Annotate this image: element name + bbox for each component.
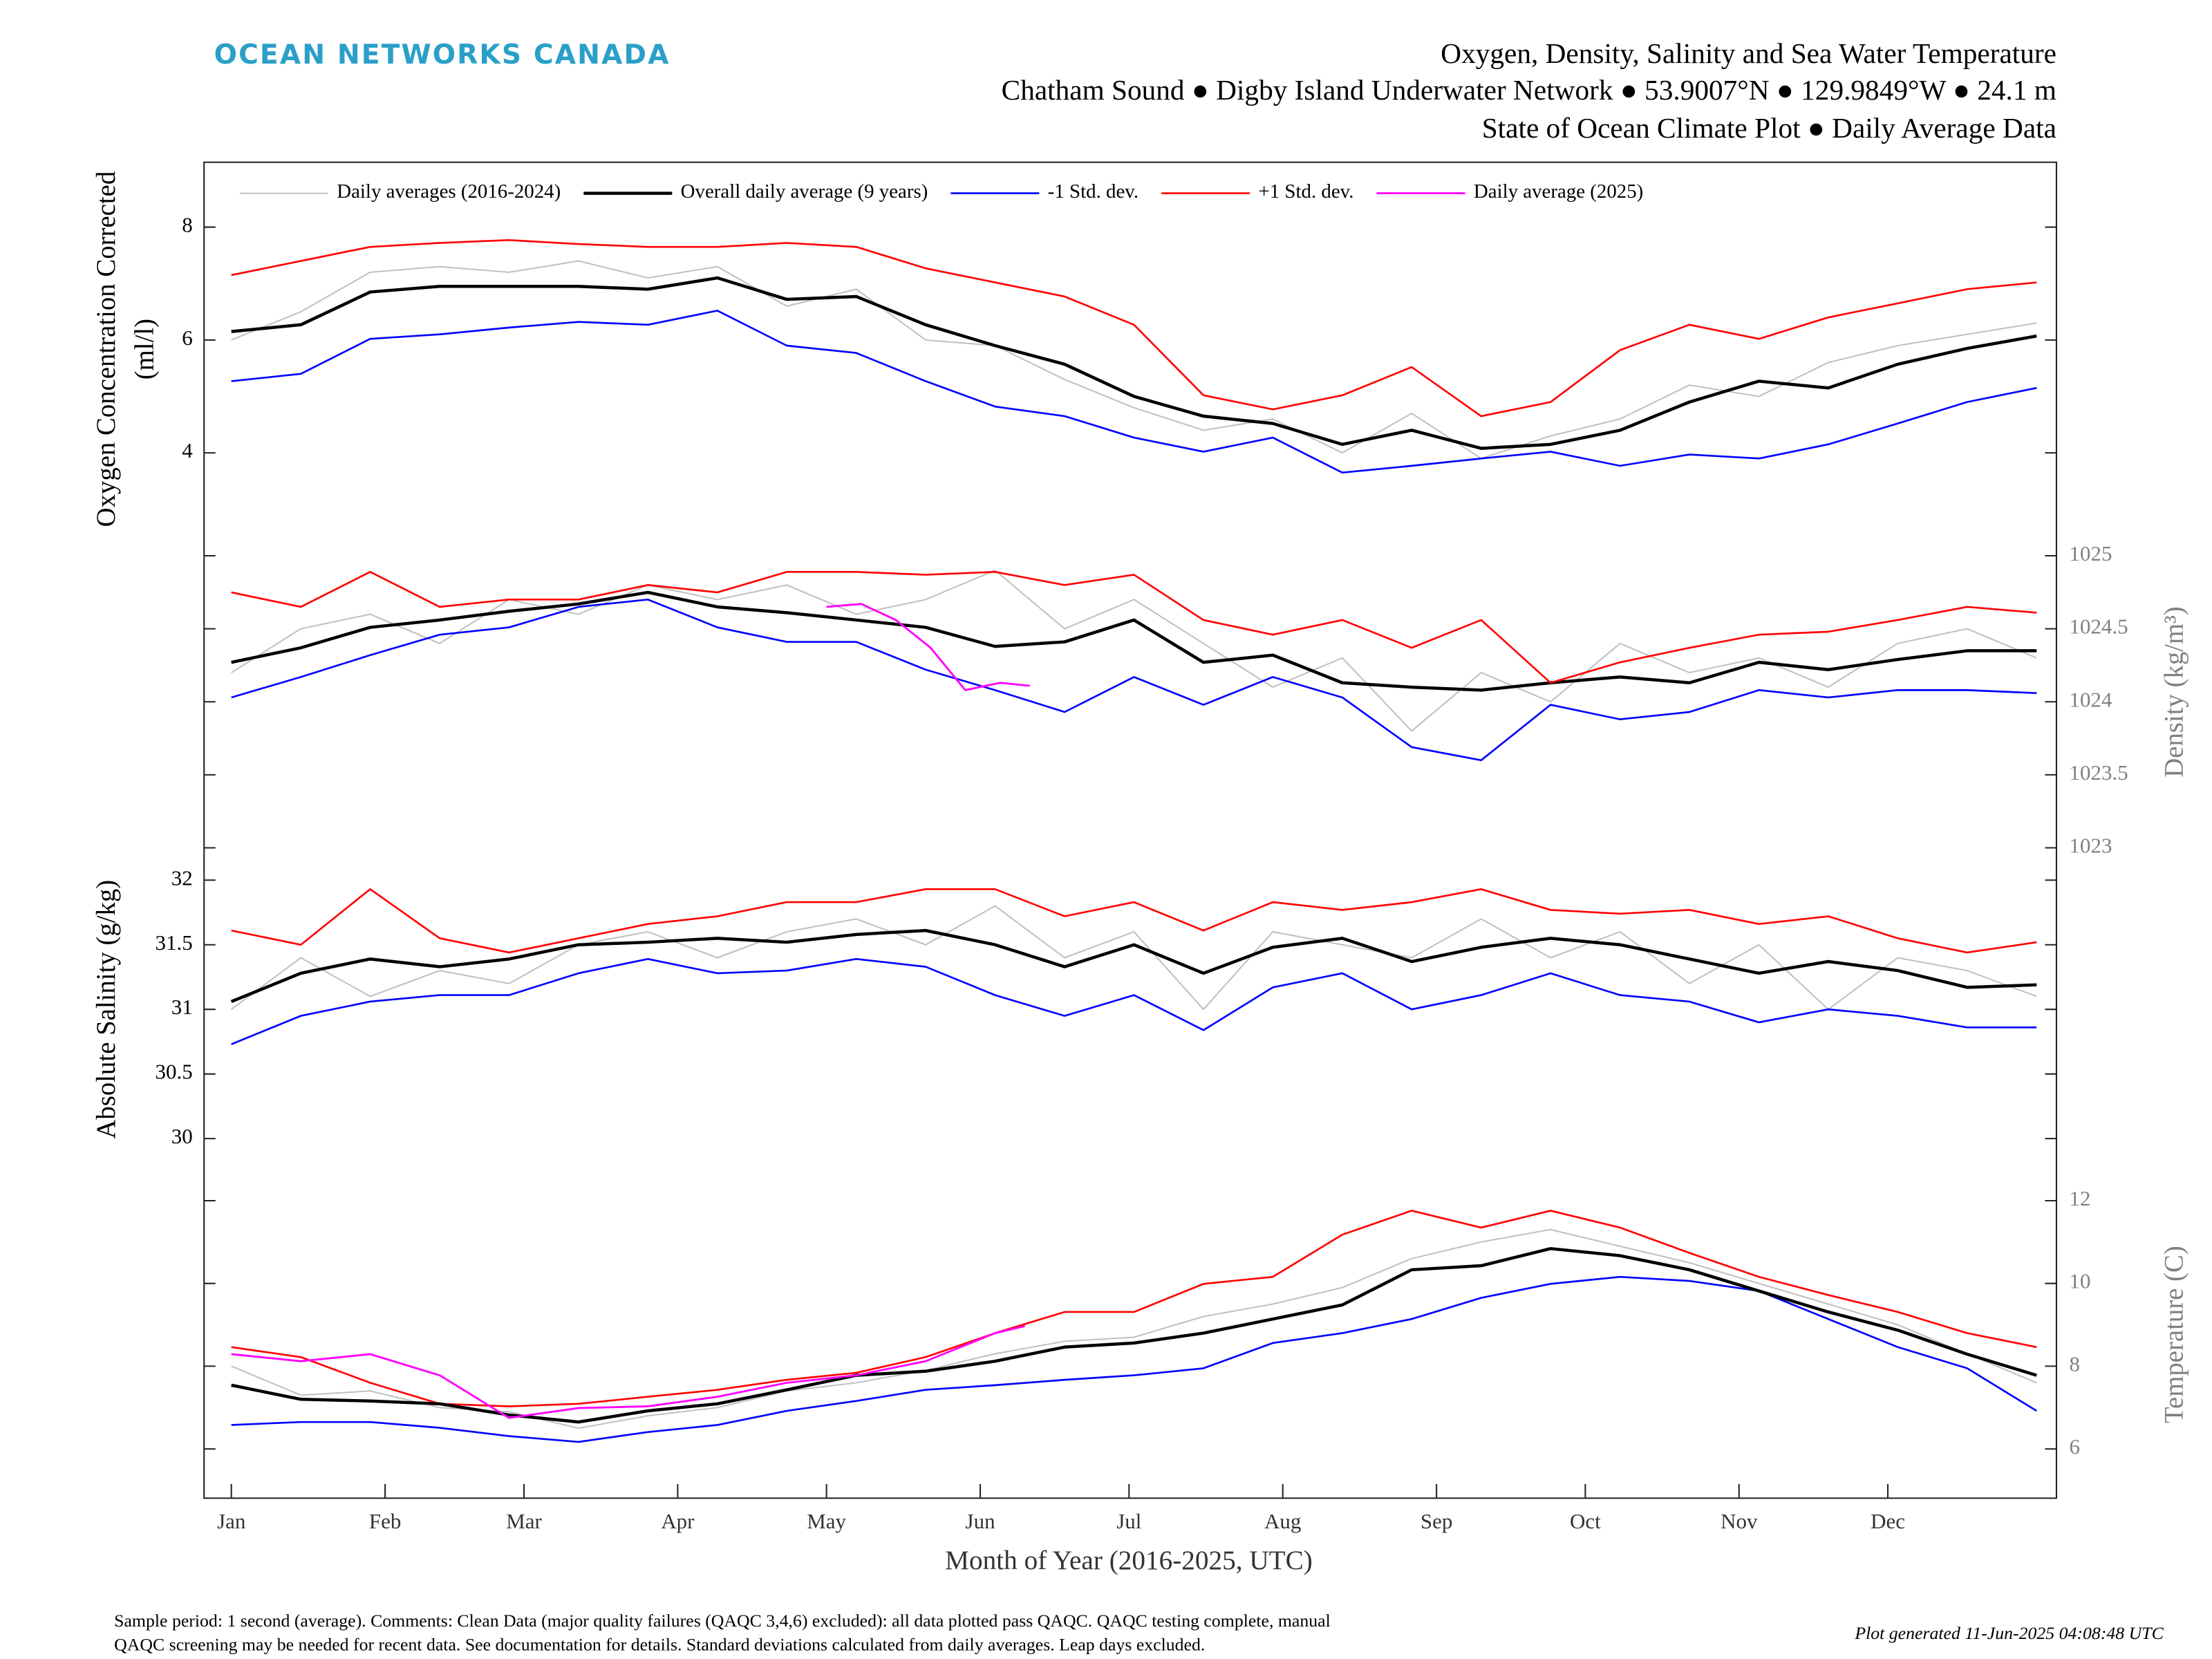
x-tick-label: Oct [1570,1510,1601,1533]
series-line [231,905,2037,1011]
series-line [231,571,2037,684]
series-line [231,1247,2037,1424]
subtitle: Chatham Sound ● Digby Island Underwater … [1002,74,2056,106]
y-tick-label: 1025 [2070,542,2112,565]
x-tick-label: Jun [966,1510,995,1533]
series-line [231,276,2037,450]
logo: OCEAN NETWORKS CANADA [214,39,671,71]
y-axis-label: Density (kg/m³) [2159,606,2188,777]
x-axis-label: Month of Year (2016-2025, UTC) [945,1546,1313,1575]
generated-note: Plot generated 11-Jun-2025 04:08:48 UTC [1854,1623,2164,1643]
y-tick-label: 1024.5 [2070,615,2128,639]
y-tick-label: 6 [182,326,192,350]
y-axis-label: Temperature (C) [2159,1246,2188,1423]
x-tick-label: Mar [506,1510,542,1533]
y-tick-label: 32 [171,866,193,890]
series-line [231,310,2037,474]
y-tick-label: 10 [2070,1270,2091,1293]
y-axis-label: Absolute Salinity (g/kg) [91,880,121,1139]
legend-label: Overall daily average (9 years) [681,180,928,203]
y-tick-label: 1024 [2070,688,2112,711]
x-tick-label: Aug [1264,1510,1301,1533]
y-axis-label: Oxygen Concentration Corrected [91,171,121,527]
y-tick-label: 1023.5 [2070,761,2128,785]
x-tick-label: Jan [217,1510,245,1533]
x-tick-label: May [807,1510,846,1533]
series-line [826,603,1030,691]
y-tick-label: 8 [182,214,192,237]
series-line [231,260,2037,460]
series-line [230,928,2037,1004]
series-line [231,1275,2037,1443]
series-line [231,599,2037,762]
series-line [231,1228,2037,1430]
footnote: QAQC screening may be needed for recent … [114,1635,1205,1655]
legend-label: Daily averages (2016-2024) [337,180,561,203]
plot-frame [203,161,2057,1499]
x-tick-label: Dec [1871,1510,1905,1533]
x-tick-label: Nov [1721,1510,1758,1533]
y-tick-label: 31.5 [156,931,193,955]
y-tick-label: 6 [2070,1435,2080,1459]
x-tick-label: Feb [369,1510,401,1533]
series-line [231,570,2037,732]
title: Oxygen, Density, Salinity and Sea Water … [1441,37,2056,69]
x-tick-label: Apr [661,1510,694,1533]
series-line [231,1324,1026,1419]
y-tick-label: 8 [2070,1353,2080,1376]
series-line [231,958,2037,1045]
legend-label: Daily average (2025) [1474,180,1643,203]
y-axis-label: (ml/l) [129,319,159,379]
legend-label: +1 Std. dev. [1258,180,1353,203]
x-tick-label: Jul [1116,1510,1141,1533]
subtitle: State of Ocean Climate Plot ● Daily Aver… [1482,112,2056,144]
y-tick-label: 12 [2070,1187,2091,1210]
series-line [231,239,2037,418]
y-tick-label: 4 [182,439,192,462]
y-tick-label: 31 [171,995,193,1019]
series-line [231,590,2037,692]
y-tick-label: 1023 [2070,834,2112,858]
series-line [231,1210,2037,1407]
series-line [231,888,2037,954]
y-tick-label: 30 [171,1125,193,1148]
y-tick-label: 30.5 [156,1060,193,1084]
footnote: Sample period: 1 second (average). Comme… [114,1611,1331,1631]
legend-label: -1 Std. dev. [1048,180,1138,203]
x-tick-label: Sep [1421,1510,1452,1533]
